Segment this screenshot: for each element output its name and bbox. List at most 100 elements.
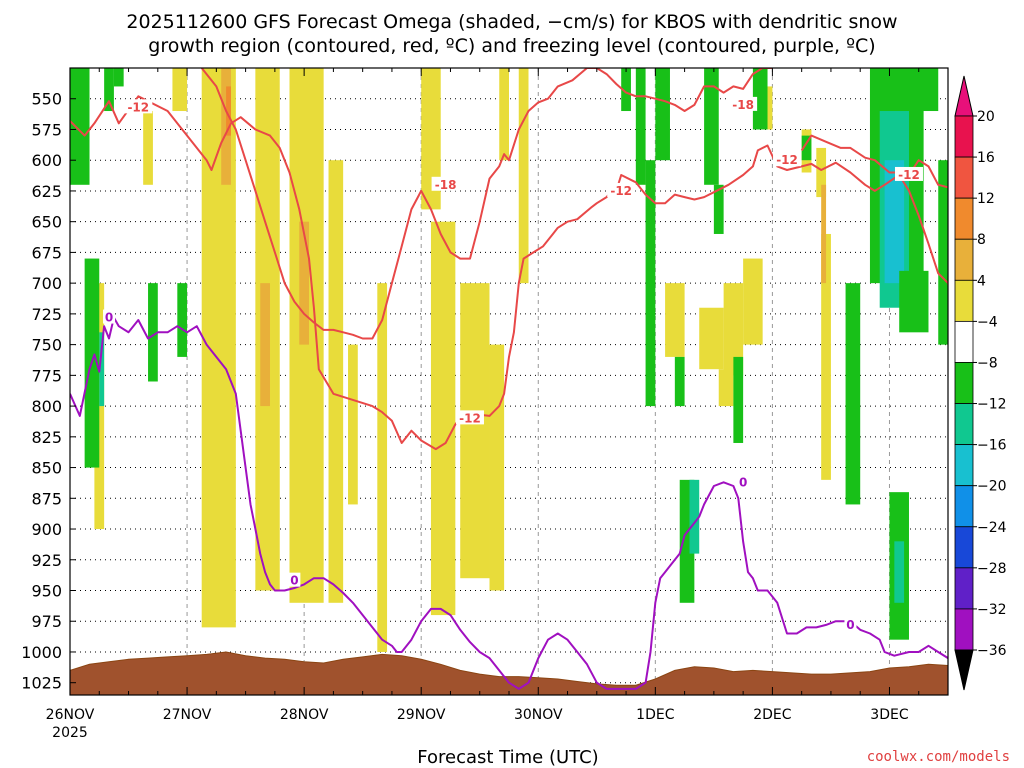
x-tick-labels: 26NOV 27NOV 28NOV 29NOV 30NOV 1DEC 2DEC 3DEC <box>46 707 909 723</box>
omega-shade-cell <box>99 332 105 407</box>
omega-shade-cell <box>421 68 441 210</box>
credit-text: coolwx.com/models <box>867 749 1010 765</box>
contour-label: -12 <box>776 153 798 167</box>
contour-label-bg <box>737 474 750 489</box>
y-tick-label: 750 <box>31 336 62 355</box>
omega-shade-cell <box>894 541 905 603</box>
omega-shade-cell <box>499 68 509 161</box>
omega-shade-cell <box>899 270 929 333</box>
contour-label-bg <box>894 166 923 181</box>
contour-label-bg <box>729 96 758 111</box>
colorbar-bin <box>954 403 974 446</box>
y-tick-label: 775 <box>31 366 62 385</box>
omega-shade-cell <box>723 283 744 376</box>
omega-shade-cell <box>377 283 388 652</box>
y-tick-label: 550 <box>31 90 62 109</box>
dgz-contour <box>800 134 948 189</box>
omega-shade-cell <box>177 283 188 357</box>
y-tick-label: 925 <box>31 551 62 570</box>
x-tick-label: 3DEC <box>870 707 909 723</box>
omega-shade-cell <box>655 68 670 161</box>
contour-label-bg <box>431 176 460 191</box>
omega-shade-cell <box>665 283 685 357</box>
y-tick-label: 975 <box>31 612 62 631</box>
colorbar: 20 16 12 8 4 −4 −8 −12 −16 −20 −24 −28 −32 −36 <box>954 75 1007 691</box>
y-tick-label: 950 <box>31 582 62 601</box>
omega-shade-cell <box>148 283 158 382</box>
x-tick-label: 26NOV <box>46 707 95 723</box>
colorbar-bin <box>954 197 974 240</box>
colorbar-label: −28 <box>977 561 1007 577</box>
y-tick-label: 600 <box>31 151 62 170</box>
y-tick-label: 725 <box>31 305 62 324</box>
contour-label-bg <box>455 410 484 425</box>
omega-shade-cell <box>801 135 812 161</box>
freezing-level-contour <box>70 316 948 690</box>
x-tick-label: 29NOV <box>397 707 446 723</box>
contour-label-bg <box>124 99 153 114</box>
y-tick-label: 900 <box>31 520 62 539</box>
colorbar-bin <box>954 444 974 487</box>
y-tick-label: 1000 <box>21 643 62 662</box>
x-tick-label: 30NOV <box>514 707 563 723</box>
colorbar-label: −20 <box>977 479 1007 495</box>
x-axis-year: 2025 <box>52 725 88 741</box>
contour-label-bg <box>288 572 301 587</box>
contour-label: -12 <box>898 168 920 182</box>
omega-shade-cell <box>752 68 768 130</box>
colorbar-label: 12 <box>977 191 995 207</box>
y-tick-label: 650 <box>31 213 62 232</box>
contour-label: -12 <box>127 100 149 114</box>
omega-shade-cell <box>430 221 456 616</box>
omega-shade-cell <box>226 86 231 136</box>
colorbar-bin <box>954 279 974 322</box>
omega-shade-cell <box>821 184 827 284</box>
y-tick-label: 625 <box>31 182 62 201</box>
omega-shade-cell <box>260 283 270 407</box>
colorbar-bin <box>954 238 974 281</box>
colorbar-bin <box>954 567 974 610</box>
y-tick-label: 675 <box>31 243 62 262</box>
contour-label: 0 <box>739 475 747 489</box>
omega-shade-cell <box>938 160 948 345</box>
terrain-surface <box>70 651 948 695</box>
dgz-contour <box>200 68 773 340</box>
omega-shade-cell <box>328 160 344 603</box>
contour-label-bg <box>773 152 802 167</box>
omega-shade-cell <box>113 68 124 87</box>
contours <box>70 68 948 690</box>
omega-shade-cell <box>489 344 505 591</box>
colorbar-label: −24 <box>977 520 1007 536</box>
contour-label: 0 <box>105 311 113 325</box>
omega-shade-cell <box>884 160 905 284</box>
omega-shade-cell <box>70 68 90 185</box>
omega-shade-cell <box>635 68 646 185</box>
x-axis-label: Forecast Time (UTC) <box>417 747 598 768</box>
x-tick-label: 2DEC <box>753 707 792 723</box>
colorbar-label: 4 <box>977 273 986 289</box>
omega-shade-cell <box>645 160 656 407</box>
y-tick-label: 700 <box>31 274 62 293</box>
contour-label: -12 <box>459 411 481 425</box>
chart-title-line-2: growth region (contoured, red, ºC) and f… <box>148 35 875 57</box>
colorbar-label: −32 <box>977 602 1007 618</box>
contour-label: -18 <box>435 178 457 192</box>
y-tick-labels: 550 575 600 625 650 675 700 725 750 775 800 825 850 8… <box>21 90 62 693</box>
x-tick-label: 1DEC <box>636 707 675 723</box>
colorbar-bin <box>954 320 974 363</box>
terrain <box>70 651 948 695</box>
colorbar-label: −12 <box>977 397 1007 413</box>
dgz-contour <box>615 144 948 290</box>
chart-title-line-1: 2025112600 GFS Forecast Omega (shaded, −… <box>126 11 897 33</box>
colorbar-under-triangle <box>954 649 974 691</box>
contour-label-bg <box>103 309 116 324</box>
contour-label-bg <box>607 182 636 197</box>
x-tick-label: 28NOV <box>280 707 329 723</box>
colorbar-label: 20 <box>977 109 995 125</box>
contour-labels: -12 -18 -12 -12 -18 -12 -12 0 0 0 0 <box>103 96 923 632</box>
contour-label-bg <box>844 616 857 631</box>
omega-shade-cell <box>674 356 685 407</box>
colorbar-label: 16 <box>977 150 995 166</box>
omega-shade-cell <box>460 283 490 579</box>
omega-shading <box>70 68 948 652</box>
